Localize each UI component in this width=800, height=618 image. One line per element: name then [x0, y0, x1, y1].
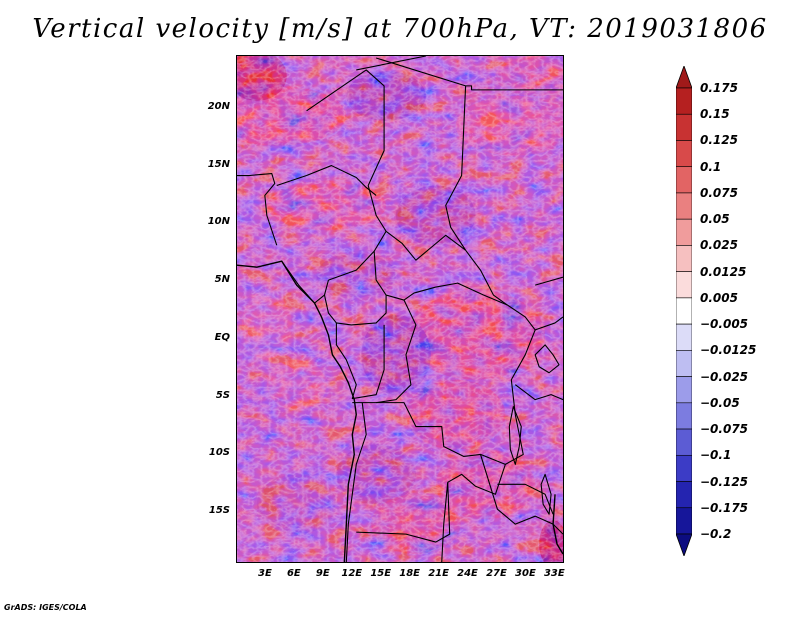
indian-ocean-coast: [552, 494, 563, 555]
colorbar-level-label: 0.005: [700, 290, 738, 305]
colorbar-level-label: −0.2: [700, 527, 732, 541]
longitude-tick-label: 18E: [399, 568, 421, 579]
border-drc-west: [376, 299, 417, 404]
lake-tanganyika: [508, 406, 522, 465]
border-malawi: [497, 483, 554, 515]
border-sudan-north: [465, 85, 563, 91]
latitude-tick-label: 10N: [207, 216, 230, 228]
colorbar-segment: [676, 402, 692, 430]
latitude-tick-label: 10S: [208, 447, 230, 459]
border-chad-east: [375, 57, 467, 251]
border-car-south: [373, 251, 508, 306]
colorbar-level-label: −0.0125: [700, 343, 757, 358]
latitude-tick-label: 15S: [208, 505, 230, 517]
lake-victoria: [534, 344, 560, 374]
border-drc-south: [352, 402, 506, 495]
colorbar-segment: [676, 192, 692, 220]
border-drc-east: [505, 304, 536, 465]
colorbar-segment: [676, 428, 692, 456]
colorbar: [676, 66, 692, 556]
credit-text: GrADS: IGES/COLA: [4, 603, 87, 612]
longitude-tick-label: 27E: [486, 568, 507, 579]
colorbar-segment: [676, 454, 692, 482]
colorbar-level-label: −0.005: [700, 317, 749, 332]
longitude-tick-label: 33E: [543, 568, 565, 579]
colorbar-level-label: −0.1: [700, 448, 732, 463]
colorbar-segment: [676, 166, 692, 194]
colorbar-segment: [676, 297, 692, 325]
colorbar-level-label: −0.025: [700, 369, 749, 384]
border-south-sudan: [535, 276, 563, 286]
colorbar-segment: [676, 481, 692, 509]
coastline: [237, 260, 563, 562]
border-niger-south: [276, 165, 377, 196]
colorbar-segment: [676, 218, 692, 246]
colorbar-level-label: −0.175: [700, 500, 749, 515]
velocity-field-map: [237, 56, 563, 562]
atlantic-coast: [237, 260, 357, 562]
colorbar-segment: [676, 323, 692, 351]
border-car-north: [328, 230, 508, 306]
colorbar-segment: [676, 350, 692, 377]
country-borders: [237, 56, 563, 562]
colorbar-segment: [676, 113, 692, 141]
longitude-tick-label: 21E: [428, 568, 449, 579]
latitude-tick-label: 5S: [215, 389, 230, 401]
border-zambia-botswana: [441, 482, 449, 562]
colorbar-segment: [676, 376, 692, 404]
border-cameroon-south: [323, 294, 387, 326]
colorbar-segment: [676, 140, 692, 168]
colorbar-max-arrow: [676, 66, 692, 89]
colorbar-segment: [676, 271, 692, 299]
border-uganda-kenya: [534, 316, 563, 331]
field-speckle: [237, 56, 563, 562]
colorbar-level-label: 0.075: [700, 185, 738, 200]
colorbar-level-label: 0.1: [700, 159, 722, 174]
colorbar-level-label: 0.05: [700, 212, 730, 227]
latitude-tick-label: 5N: [214, 274, 230, 286]
latitude-tick-label: 20N: [207, 100, 230, 112]
colorbar-level-label: 0.0125: [700, 264, 747, 279]
border-congo: [335, 322, 385, 400]
border-angola-west: [345, 402, 367, 562]
colorbar-segment: [676, 87, 692, 115]
plot-title: Vertical velocity [m/s] at 700hPa, VT: 2…: [32, 14, 768, 44]
lake-malawi: [540, 473, 552, 515]
longitude-tick-label: 24E: [457, 568, 478, 579]
longitude-tick-label: 9E: [315, 568, 330, 579]
longitude-tick-label: 6E: [286, 568, 301, 579]
colorbar-level-label: −0.125: [700, 474, 749, 489]
map-panel: [236, 55, 564, 563]
border-niger-chad: [306, 69, 387, 232]
longitude-tick-label: 15E: [370, 568, 392, 579]
border-tanzania: [514, 384, 563, 401]
colorbar-level-label: 0.125: [700, 133, 738, 148]
border-zambia-east: [479, 454, 563, 535]
border-angola-south: [356, 482, 451, 543]
longitude-tick-label: 30E: [515, 568, 536, 579]
latitude-tick-label: EQ: [214, 331, 230, 343]
colorbar-level-label: 0.15: [700, 107, 730, 122]
longitude-tick-label: 3E: [258, 568, 272, 579]
latitude-tick-label: 15N: [207, 158, 230, 170]
colorbar-level-label: 0.175: [700, 81, 738, 95]
longitude-tick-label: 12E: [341, 568, 363, 579]
colorbar-level-label: −0.05: [700, 395, 740, 410]
colorbar-segment: [676, 507, 692, 535]
colorbar-level-label: 0.025: [700, 238, 738, 253]
colorbar-min-arrow: [676, 533, 692, 556]
colorbar-level-label: −0.075: [700, 422, 749, 437]
border-west-sahel: [237, 172, 278, 246]
colorbar-segment: [676, 245, 692, 272]
